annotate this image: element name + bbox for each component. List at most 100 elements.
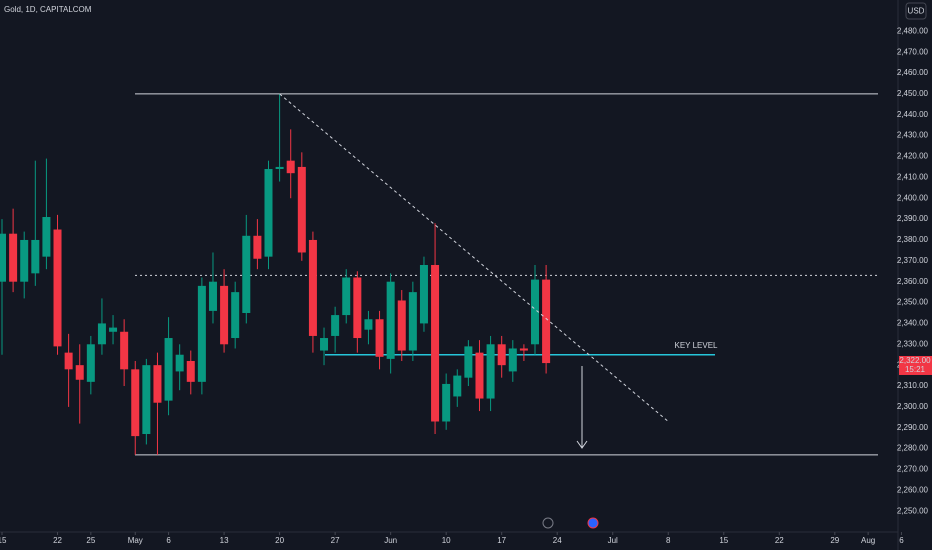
y-tick-label: 2,480.00 (897, 26, 929, 35)
x-tick-label: 17 (497, 536, 506, 545)
x-tick-label: 10 (442, 536, 451, 545)
candle-body (53, 229, 62, 347)
last-price-box (899, 355, 932, 375)
y-tick-label: 2,440.00 (897, 110, 929, 119)
candle-body (208, 281, 217, 311)
x-tick-label: 8 (666, 536, 671, 545)
currency[interactable]: USD (908, 7, 925, 16)
candle-body (308, 239, 317, 336)
y-tick-label: 2,360.00 (897, 277, 929, 286)
candle-body (142, 365, 151, 435)
event-icon[interactable] (542, 517, 554, 529)
candle-body (320, 338, 329, 351)
chart-title: Gold, 1D, CAPITALCOM (4, 5, 92, 14)
trend-line (279, 93, 669, 422)
y-tick-label: 2,420.00 (897, 152, 929, 161)
candle-body (242, 235, 251, 313)
y-tick-label: 2,290.00 (897, 423, 929, 432)
x-tick-label: Aug (861, 536, 875, 545)
candle-body (442, 383, 451, 422)
candle-body (331, 315, 340, 336)
candle-body (297, 166, 306, 253)
candle-body (408, 292, 417, 351)
candle-body (431, 265, 440, 422)
x-tick-label: 6 (899, 536, 904, 545)
candle-body (342, 277, 351, 316)
y-tick-label: 2,390.00 (897, 214, 929, 223)
x-tick-label: 29 (830, 536, 839, 545)
candle-body (131, 369, 140, 437)
y-tick-label: 2,370.00 (897, 256, 929, 265)
candle-body (0, 233, 6, 282)
currency-box[interactable] (905, 2, 927, 20)
y-tick-label: 2,410.00 (897, 172, 929, 181)
candle-body (9, 233, 18, 282)
x-tick-label: 25 (86, 536, 95, 545)
y-tick-label: 2,450.00 (897, 89, 929, 98)
candle-body (175, 354, 184, 372)
candle-body (386, 281, 395, 359)
y-tick-label: 2,280.00 (897, 444, 929, 453)
candle-body (86, 344, 95, 382)
candle-body (109, 327, 118, 332)
y-tick-label: 2,300.00 (897, 402, 929, 411)
candle-body (353, 277, 362, 339)
candle-body (264, 169, 273, 257)
x-tick-label: May (128, 536, 143, 545)
candle-body (397, 300, 406, 351)
x-tick-label: Jun (384, 536, 397, 545)
y-tick-label: 2,340.00 (897, 319, 929, 328)
x-tick-label: 6 (166, 536, 171, 545)
y-tick-label: 2,330.00 (897, 339, 929, 348)
x-tick-label: 15 (0, 536, 7, 545)
candle-body (531, 279, 540, 345)
x-tick-label: Jul (608, 536, 618, 545)
candle-body (497, 344, 506, 366)
candle-body (153, 365, 162, 403)
candle-body (286, 160, 295, 174)
y-tick-label: 2,400.00 (897, 193, 929, 202)
candle-body (64, 352, 73, 370)
y-tick-label: 2,310.00 (897, 381, 929, 390)
x-tick-label: 20 (275, 536, 284, 545)
candle-body (275, 166, 284, 170)
candle-body (542, 279, 551, 364)
y-tick-label: 2,430.00 (897, 131, 929, 140)
candle-body (519, 348, 528, 351)
candle-body (475, 352, 484, 399)
event-icon[interactable] (587, 517, 599, 529)
candle-body (164, 338, 173, 401)
y-tick-label: 2,470.00 (897, 47, 929, 56)
candle-body (364, 319, 373, 330)
y-tick-label: 2,380.00 (897, 235, 929, 244)
candle-body (508, 348, 517, 372)
candle-body (42, 217, 51, 257)
candle-body (464, 346, 473, 378)
y-tick-label: 2,260.00 (897, 485, 929, 494)
candle-body (453, 375, 462, 397)
x-tick-label: 24 (553, 536, 562, 545)
countdown-label: 15:21 (905, 365, 926, 374)
candle-body (220, 285, 229, 345)
candle-body (120, 331, 129, 370)
y-tick-label: 2,250.00 (897, 506, 929, 515)
y-tick-label: 2,350.00 (897, 298, 929, 307)
candle-body (253, 235, 262, 259)
y-tick-label: 2,270.00 (897, 465, 929, 474)
candle-body (20, 239, 29, 282)
candle-body (419, 265, 428, 324)
candle-body (186, 360, 195, 382)
candle-body (75, 365, 84, 380)
arrow-head (576, 440, 588, 449)
candle-body (375, 319, 384, 357)
candle-body (97, 323, 106, 345)
y-tick-label: 2,460.00 (897, 68, 929, 77)
x-tick-label: 13 (220, 536, 229, 545)
x-tick-label: 22 (53, 536, 62, 545)
x-tick-label: 22 (775, 536, 784, 545)
x-tick-label: 15 (719, 536, 728, 545)
candle-body (31, 239, 40, 274)
key-level-label: KEY LEVEL (675, 341, 719, 350)
candle-body (231, 292, 240, 339)
